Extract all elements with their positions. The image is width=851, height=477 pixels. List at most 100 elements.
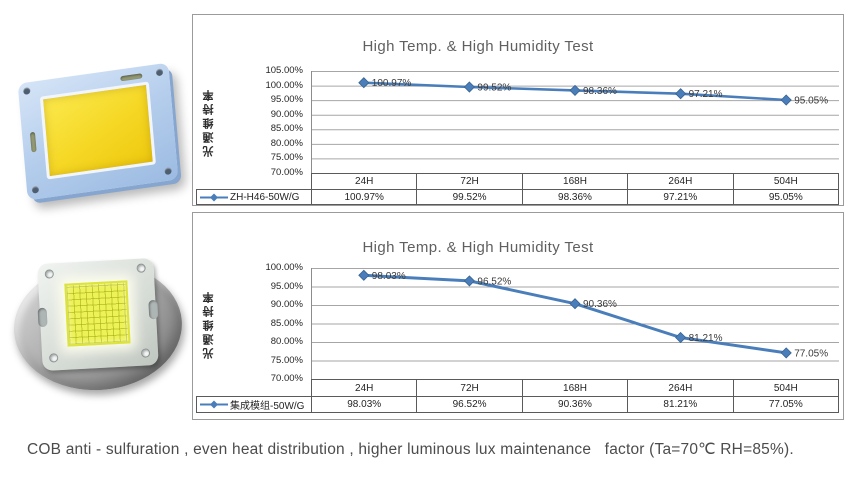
- data-point-marker: [675, 331, 687, 344]
- x-axis-label: 24H: [310, 379, 418, 397]
- x-axis-label: 264H: [627, 379, 734, 397]
- y-tick-label: 85.00%: [270, 123, 303, 135]
- legend-series-name: ZH-H46-50W/G: [230, 191, 300, 203]
- chart-panel-top: High Temp. & High Humidity Test 光通维持率 10…: [192, 14, 844, 206]
- legend-row: ZH-H46-50W/G 100.97% 99.52% 98.36% 97.21% 95.…: [196, 189, 840, 205]
- y-tick-label: 100.00%: [265, 79, 303, 91]
- plate-hole: [140, 348, 151, 358]
- table-spacer-cell: [197, 174, 312, 190]
- caption-text: COB anti - sulfuration , even heat distr…: [27, 441, 794, 458]
- data-table: 24H 72H 168H 264H 504H ZH-H46-50W/G 100.97% 99.…: [196, 173, 840, 205]
- plate-hole: [44, 269, 55, 279]
- data-point-label: 99.52%: [477, 83, 511, 94]
- plate-hole: [48, 353, 59, 363]
- data-table: 24H 72H 168H 264H 504H 集成模组-50W/G 98.03% 96.52%…: [196, 379, 840, 413]
- data-point-marker: [463, 81, 475, 93]
- y-tick-label: 80.00%: [270, 137, 303, 149]
- series-value-cell: 98.03%: [310, 396, 418, 413]
- data-point-label: 97.21%: [689, 89, 723, 100]
- y-tick-labels: 105.00% 100.00% 95.00% 90.00% 85.00% 80.00% 75…: [231, 15, 303, 205]
- y-tick-label: 95.00%: [270, 94, 303, 106]
- series-value-cell: 98.36%: [521, 189, 629, 205]
- x-axis-label: 72H: [416, 379, 523, 397]
- series-value-cell: 77.05%: [732, 396, 840, 413]
- x-axis-label: 72H: [416, 173, 523, 190]
- y-axis-label: 光通维持率: [203, 288, 215, 359]
- series-value-cell: 96.52%: [416, 396, 523, 413]
- x-axis-label: 168H: [521, 379, 629, 397]
- x-axis-row: 24H 72H 168H 264H 504H: [197, 379, 840, 397]
- data-point-marker: [780, 347, 792, 359]
- data-point-marker: [358, 269, 370, 281]
- x-axis-label: 168H: [521, 173, 629, 190]
- series-value-cell: 99.52%: [416, 189, 523, 205]
- x-axis-label: 264H: [627, 173, 734, 190]
- y-tick-labels: 100.00% 95.00% 90.00% 85.00% 80.00% 75.00% 70.…: [231, 213, 303, 419]
- series-value-cell: 90.36%: [521, 396, 629, 413]
- data-point-marker: [569, 298, 581, 310]
- legend-series-marker-icon: [200, 400, 228, 409]
- y-tick-label: 90.00%: [270, 299, 303, 310]
- plate-hole: [136, 263, 146, 273]
- plot-area: 98.03% 96.52% 90.36% 81.21% 77.05%: [311, 268, 839, 380]
- legend-series-name: 集成模组-50W/G: [230, 401, 305, 412]
- y-tick-label: 95.00%: [270, 280, 303, 292]
- y-tick-label: 75.00%: [270, 152, 303, 164]
- y-axis-label-wrap: 光通维持率: [200, 268, 218, 379]
- screw-hole: [23, 87, 31, 95]
- screw-hole: [164, 167, 172, 176]
- y-tick-label: 100.00%: [265, 262, 303, 273]
- x-axis-label: 504H: [732, 379, 840, 397]
- y-tick-label: 80.00%: [270, 336, 303, 347]
- chart-title: High Temp. & High Humidity Test: [362, 239, 594, 256]
- led-plate: [37, 258, 159, 371]
- data-point-label: 77.05%: [794, 348, 828, 359]
- x-axis-label: 504H: [732, 173, 840, 190]
- y-tick-label: 85.00%: [270, 317, 303, 329]
- screw-hole: [31, 185, 40, 194]
- led-chip-grid: [64, 280, 131, 347]
- legend-row: 集成模组-50W/G 98.03% 96.52% 90.36% 81.21% 77.05%: [196, 396, 840, 413]
- plate-slot: [148, 299, 159, 320]
- series-value-cell: 97.21%: [627, 189, 734, 205]
- legend-series-marker-icon: [200, 193, 228, 201]
- data-point-marker: [569, 84, 581, 96]
- y-axis-label: 光通维持率: [203, 87, 215, 157]
- product-photo-round-cob-module: [9, 248, 187, 403]
- y-tick-label: 70.00%: [270, 167, 303, 178]
- legend-cell: 集成模组-50W/G: [196, 396, 312, 413]
- data-point-label: 95.05%: [794, 96, 828, 107]
- module-frame: [17, 62, 179, 201]
- phosphor-surface: [39, 81, 156, 180]
- series-value-cell: 100.97%: [310, 189, 418, 205]
- mounting-slot: [120, 73, 143, 82]
- screw-hole: [155, 68, 164, 77]
- data-point-label: 96.52%: [477, 276, 511, 287]
- mounting-slot: [29, 131, 37, 153]
- data-point-marker: [675, 88, 687, 100]
- y-tick-label: 75.00%: [270, 354, 303, 366]
- plate-slot: [37, 307, 48, 328]
- data-point-label: 90.36%: [583, 299, 617, 310]
- data-point-label: 98.03%: [372, 271, 406, 282]
- series-value-cell: 81.21%: [627, 396, 734, 413]
- data-point-label: 81.21%: [689, 333, 723, 344]
- y-tick-label: 70.00%: [270, 373, 303, 384]
- data-point-label: 100.97%: [372, 78, 412, 89]
- data-point-marker: [780, 94, 792, 106]
- y-tick-label: 90.00%: [270, 108, 303, 120]
- legend-cell: ZH-H46-50W/G: [196, 189, 312, 205]
- y-tick-label: 105.00%: [265, 65, 303, 76]
- product-photo-square-cob-module: [16, 60, 186, 208]
- x-axis-row: 24H 72H 168H 264H 504H: [197, 173, 840, 190]
- data-point-marker: [358, 77, 370, 89]
- series-value-cell: 95.05%: [732, 189, 840, 205]
- plot-area: 100.97% 99.52% 98.36% 97.21% 95.05%: [311, 71, 839, 174]
- data-point-marker: [463, 275, 475, 287]
- chart-panel-bottom: High Temp. & High Humidity Test 光通维持率 10…: [192, 212, 844, 420]
- data-point-label: 98.36%: [583, 86, 617, 97]
- y-axis-label-wrap: 光通维持率: [200, 71, 218, 173]
- table-spacer-cell: [197, 380, 312, 397]
- x-axis-label: 24H: [310, 173, 418, 190]
